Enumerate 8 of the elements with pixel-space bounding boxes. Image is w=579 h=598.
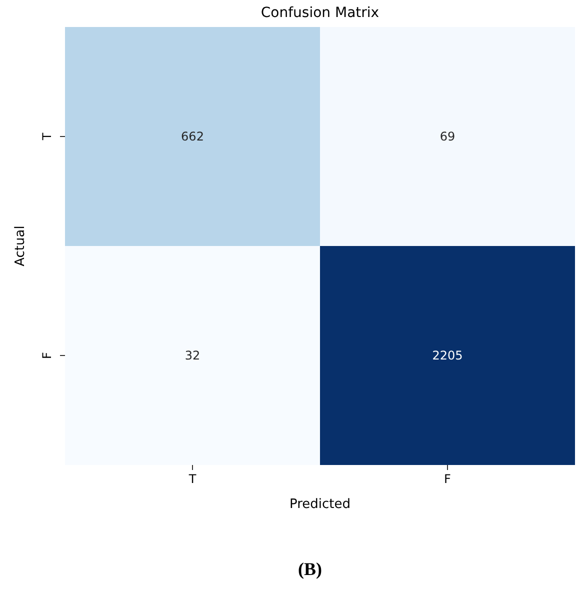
- chart-title: Confusion Matrix: [260, 5, 380, 21]
- y-axis-title: Actual: [13, 226, 28, 266]
- x-axis-title: Predicted: [289, 497, 351, 512]
- data-label: 69: [440, 130, 456, 144]
- data-label: 662: [181, 130, 204, 144]
- data-label: 32: [184, 348, 200, 362]
- data-label: 2205: [432, 348, 463, 362]
- text: (B): [298, 559, 322, 579]
